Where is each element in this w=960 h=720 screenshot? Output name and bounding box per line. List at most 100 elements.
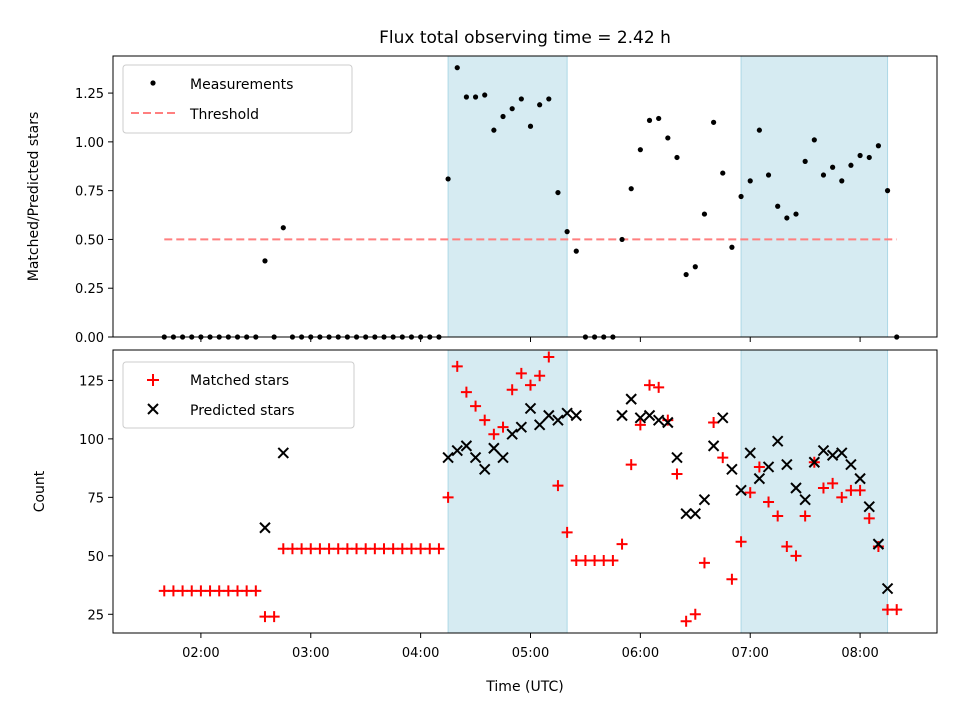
y-tick-label: 1.25 [75,87,104,102]
matched-star-point [506,384,518,396]
matched-star-point [644,379,656,391]
matched-star-point [717,452,729,464]
predicted-star-point [808,456,821,468]
predicted-star-point [680,508,692,520]
matched-star-point [470,400,482,412]
measurement-point [665,135,671,141]
x-tick-label: 02:00 [182,646,219,661]
measurement-point [500,113,506,120]
measurement-point [509,106,515,112]
measurement-point [537,102,543,108]
measurement-point [839,178,845,184]
matched-star-point [708,417,720,429]
bottom-legend: Matched stars Predicted stars [122,361,355,429]
legend-predicted: Predicted stars [190,403,295,419]
measurement-point [756,127,762,133]
predicted-star-point [643,409,656,422]
predicted-star-point [451,444,463,457]
matched-star-point [817,482,829,494]
measurement-point [784,215,790,221]
predicted-star-point [781,458,793,471]
matched-star-point [543,351,555,363]
predicted-stars-series [259,393,894,595]
measurement-point [747,178,753,184]
top-axes-frame [112,55,938,338]
matched-star-point [451,360,463,372]
measurement-point [811,137,817,143]
predicted-star-point [488,442,500,454]
legend-threshold: Threshold [189,107,259,123]
matched-star-point [488,428,500,440]
predicted-star-point [817,444,830,457]
x-axis-label: Time (UTC) [485,679,563,695]
bottom-x-ticks: 02:00 03:00 04:00 05:00 06:00 07:00 08:00 [182,633,879,661]
y-tick-label: 125 [79,374,104,389]
matched-star-point [268,611,280,623]
matched-star-point [891,604,903,616]
predicted-star-point [616,409,628,422]
matched-star-point [763,496,775,508]
bottom-axes-frame [112,349,938,634]
shaded-span [740,349,889,634]
predicted-star-point [881,582,894,595]
predicted-star-point [707,440,720,452]
predicted-star-point [479,463,491,475]
matched-star-point [442,491,454,503]
measurement-point [564,229,570,235]
measurement-point [472,94,479,100]
matched-star-point [863,512,875,524]
measurements-series [161,65,900,340]
predicted-star-point [717,412,729,424]
measurement-point [692,264,698,270]
y-tick-label: 0.25 [75,282,104,297]
measurement-point [628,186,634,192]
measurement-point [482,92,488,98]
matched-legend-marker [147,374,159,386]
x-tick-label: 04:00 [402,646,439,661]
predicted-star-point [634,412,647,424]
predicted-star-point [671,451,683,464]
measurement-point [820,172,827,178]
measurement-point [802,158,808,164]
matched-star-point [671,468,683,480]
measurement-point [875,143,882,149]
predicted-star-point [662,416,674,429]
measurement-point [793,211,799,217]
predicted-star-point [552,414,564,426]
predicted-star-point [561,407,573,419]
measurement-point [637,147,643,153]
shaded-span [447,349,568,634]
predicted-star-point [497,451,509,464]
measurement-point [884,188,891,194]
predicted-star-point [469,451,482,464]
matched-star-point [735,536,747,548]
legend-box [122,361,355,429]
matched-star-point [653,381,665,393]
matched-star-point [781,540,793,552]
x-tick-label: 07:00 [731,646,768,661]
matched-stars-series [158,351,903,627]
bottom-y-axis-label: Count [32,470,48,512]
measurement-point [463,94,470,100]
shaded-span [740,55,889,338]
predicted-star-point [533,419,546,431]
matched-star-point [524,379,536,391]
top-y-ticks: 0.00 0.25 0.50 0.75 1.00 1.25 [75,87,113,346]
y-tick-label: 100 [79,433,104,448]
predicted-star-point [460,440,473,452]
matched-star-point [634,419,646,431]
measurement-point [775,203,781,209]
predicted-legend-marker [147,403,159,415]
legend-measurements: Measurements [190,77,293,93]
measurement-point [646,117,653,123]
predicted-star-point [845,458,857,471]
measurement-point [445,176,451,182]
matched-star-point [607,554,619,566]
matched-star-point [772,510,784,522]
bottom-y-ticks: 25 50 75 100 125 [79,374,113,623]
x-tick-label: 05:00 [512,646,549,661]
y-tick-label: 0.50 [75,233,104,248]
measurement-point [454,65,460,71]
predicted-star-point [698,493,711,506]
